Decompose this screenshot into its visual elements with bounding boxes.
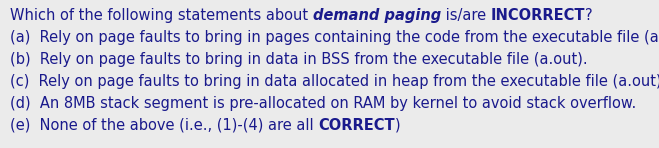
Text: CORRECT: CORRECT [318,118,395,133]
Text: ): ) [395,118,401,133]
Text: (c)  Rely on page faults to bring in data allocated in heap from the executable : (c) Rely on page faults to bring in data… [10,74,659,89]
Text: is/are: is/are [441,8,491,23]
Text: demand paging: demand paging [313,8,441,23]
Text: (d)  An 8MB stack segment is pre-allocated on RAM by kernel to avoid stack overf: (d) An 8MB stack segment is pre-allocate… [10,96,636,111]
Text: (e)  None of the above (i.e., (1)-(4) are all: (e) None of the above (i.e., (1)-(4) are… [10,118,318,133]
Text: INCORRECT: INCORRECT [491,8,585,23]
Text: (a)  Rely on page faults to bring in pages containing the code from the executab: (a) Rely on page faults to bring in page… [10,30,659,45]
Text: ?: ? [585,8,593,23]
Text: Which of the following statements about: Which of the following statements about [10,8,313,23]
Text: (b)  Rely on page faults to bring in data in BSS from the executable file (a.out: (b) Rely on page faults to bring in data… [10,52,588,67]
